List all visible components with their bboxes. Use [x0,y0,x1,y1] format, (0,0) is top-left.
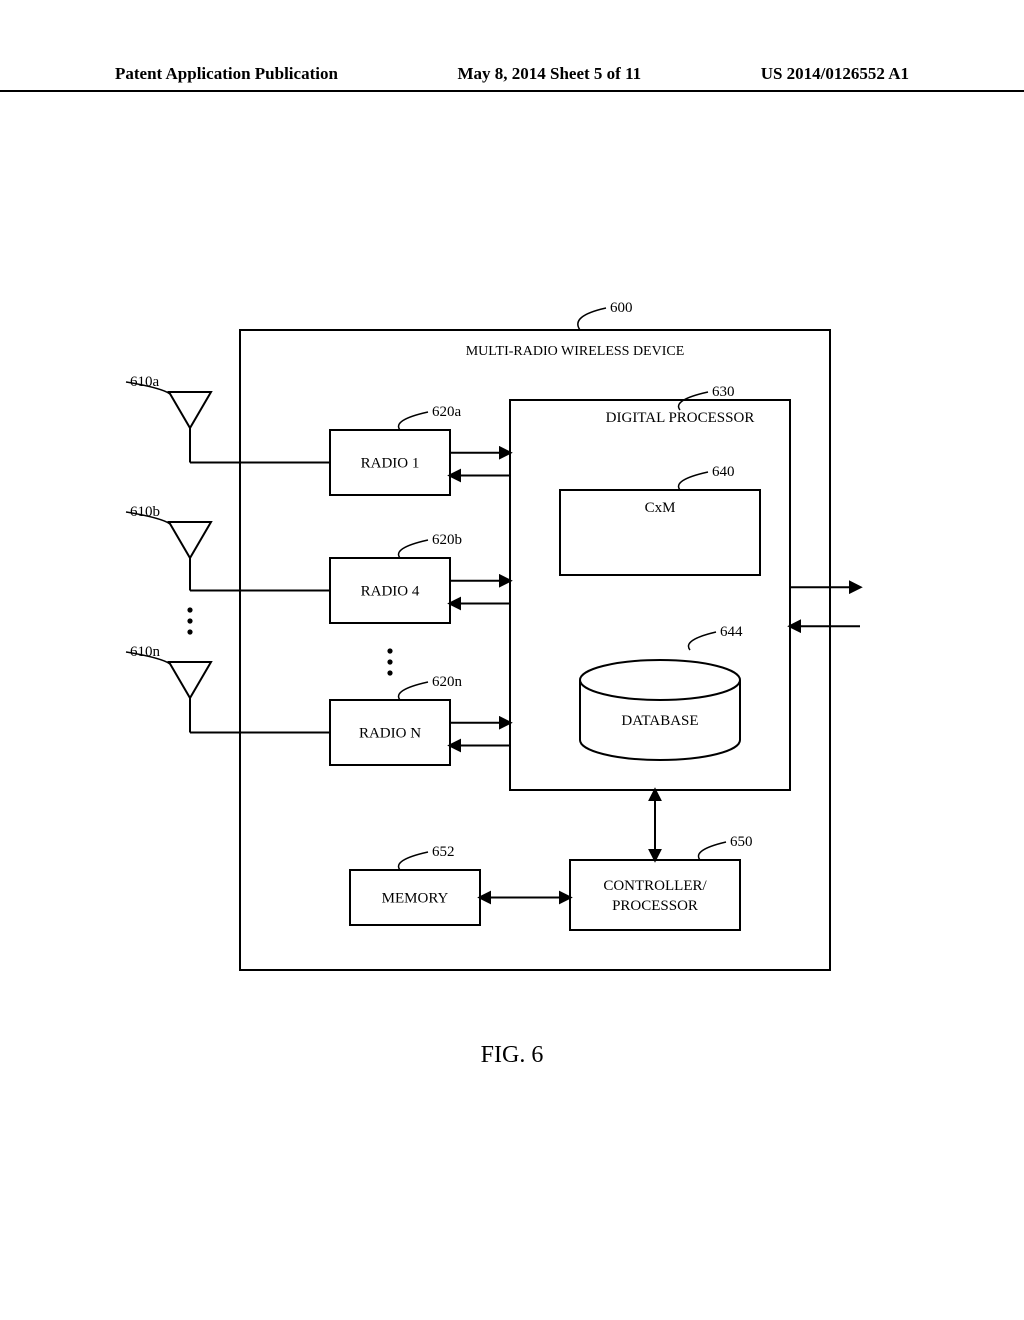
ref-630: 630 [712,384,735,400]
ref-650: 650 [730,834,753,850]
radio-n-label: RADIO N [359,726,421,742]
ref-640: 640 [712,464,735,480]
antenna-a [169,392,211,428]
ref-652: 652 [432,844,455,860]
ref-610n: 610n [130,644,161,660]
ref-620a: 620a [432,404,462,420]
ref-620n: 620n [432,674,463,690]
cxm-label: CxM [645,500,676,516]
memory-label: MEMORY [382,891,449,907]
radio-b-label: RADIO 4 [361,584,420,600]
device-title: MULTI-RADIO WIRELESS DEVICE [466,344,685,359]
digital-processor [510,400,790,790]
database-top [580,660,740,700]
ref-610b: 610b [130,504,160,520]
ref-600: 600 [610,300,633,316]
controller-processor [570,860,740,930]
ref-644: 644 [720,624,743,640]
database-label: DATABASE [621,713,698,729]
ref-620b: 620b [432,532,462,548]
figure-label: FIG. 6 [0,1042,1024,1069]
ref-610a: 610a [130,374,160,390]
antenna-n [169,662,211,698]
block-diagram: MULTI-RADIO WIRELESS DEVICE 610a 610b 610n R… [0,0,1024,1100]
device-box [240,330,830,970]
antenna-b [169,522,211,558]
ctrl-label-2: PROCESSOR [612,898,698,914]
radio-a-label: RADIO 1 [361,456,420,472]
dsp-label: DIGITAL PROCESSOR [606,410,755,426]
ctrl-label-1: CONTROLLER/ [603,878,707,894]
page: Patent Application Publication May 8, 20… [0,0,1024,1320]
